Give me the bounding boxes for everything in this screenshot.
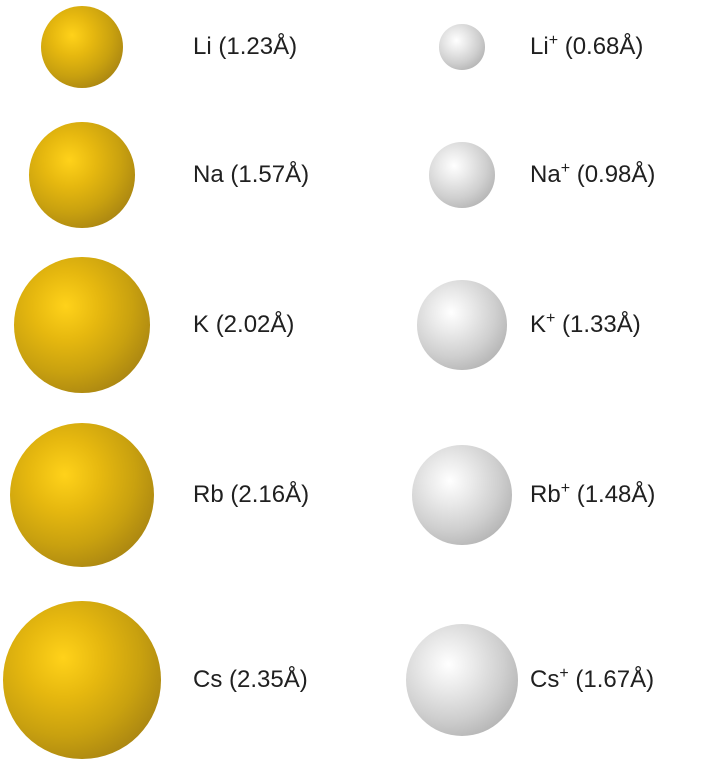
na-ion-sphere [429, 142, 495, 208]
cs-ion-symbol: Cs [530, 666, 560, 693]
li-ion-symbol: Li [530, 33, 549, 60]
na-ion-symbol: Na [530, 161, 561, 188]
cs-ion-radius: (1.67Å) [575, 666, 655, 693]
cs-atom-radius: (2.35Å) [229, 666, 308, 693]
cs-atom-sphere [3, 601, 161, 759]
k-atom-label: K (2.02Å) [193, 313, 294, 337]
li-atom-radius: (1.23Å) [218, 33, 298, 60]
li-ion-radius: (0.68Å) [564, 33, 644, 60]
cs-ion-label: Cs+ (1.67Å) [530, 665, 655, 693]
li-atom-symbol: Li [193, 33, 212, 60]
rb-atom-radius: (2.16Å) [230, 481, 310, 508]
k-atom-sphere [14, 257, 150, 393]
k-atom-symbol: K [193, 311, 210, 338]
k-ion-symbol: K [530, 311, 547, 338]
k-ion-label: K+ (1.33Å) [530, 310, 641, 338]
k-ion-sphere [417, 280, 507, 370]
rb-atom-sphere [9, 422, 155, 568]
na-atom-sphere [29, 122, 135, 228]
na-ion-label: Na+ (0.98Å) [530, 160, 656, 188]
na-atom-symbol: Na [193, 161, 224, 188]
li-ion-charge: + [548, 32, 559, 49]
cs-ion-charge: + [559, 665, 569, 682]
li-atom-sphere [40, 5, 124, 89]
li-ion-label: Li+ (0.68Å) [530, 32, 644, 60]
li-atom-label: Li (1.23Å) [193, 35, 297, 59]
k-ion-radius: (1.33Å) [562, 311, 641, 338]
cs-atom-label: Cs (2.35Å) [193, 668, 308, 692]
k-atom-radius: (2.02Å) [215, 311, 295, 338]
rb-atom-symbol: Rb [193, 481, 224, 508]
rb-ion-symbol: Rb [530, 481, 561, 508]
rb-ion-charge: + [560, 480, 571, 497]
cs-ion-sphere [406, 624, 518, 736]
na-atom-radius: (1.57Å) [230, 161, 310, 188]
rb-atom-label: Rb (2.16Å) [193, 483, 309, 507]
rb-ion-radius: (1.48Å) [576, 481, 656, 508]
rb-ion-sphere [412, 445, 512, 545]
cs-atom-symbol: Cs [193, 666, 223, 693]
na-atom-label: Na (1.57Å) [193, 163, 309, 187]
rb-ion-label: Rb+ (1.48Å) [530, 480, 656, 508]
li-ion-sphere [439, 24, 485, 70]
na-ion-radius: (0.98Å) [576, 161, 656, 188]
na-ion-charge: + [560, 160, 571, 177]
k-ion-charge: + [546, 310, 556, 327]
